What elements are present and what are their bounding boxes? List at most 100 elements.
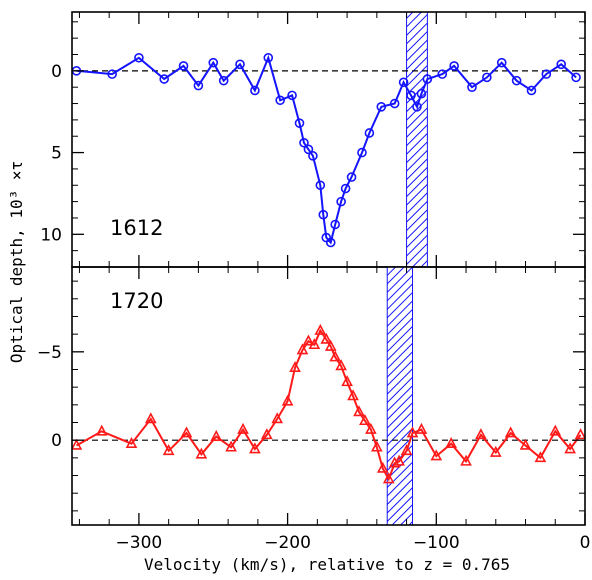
data-point	[134, 52, 144, 63]
data-point	[125, 437, 138, 449]
y-tick-label: 0	[51, 431, 62, 451]
data-point	[260, 428, 273, 440]
data-point	[340, 183, 351, 194]
data-point	[144, 412, 157, 424]
data-point	[296, 343, 309, 355]
data-point	[346, 172, 357, 182]
data-point	[162, 444, 175, 456]
data-point	[341, 375, 353, 387]
data-point	[294, 118, 305, 128]
data-point	[406, 426, 419, 438]
data-point	[208, 57, 219, 68]
data-point	[482, 72, 492, 83]
data-point	[314, 323, 327, 335]
data-point	[511, 75, 522, 86]
data-point	[271, 412, 284, 424]
panel-frame	[71, 266, 586, 526]
panel-label: 1720	[110, 289, 163, 313]
data-point	[249, 442, 261, 454]
data-point	[195, 447, 208, 459]
data-point	[519, 438, 532, 450]
data-point	[526, 85, 537, 96]
data-point	[299, 137, 309, 148]
x-tick-label: 0	[580, 533, 591, 553]
data-point	[325, 237, 336, 248]
data-point	[549, 424, 562, 436]
data-point	[357, 147, 367, 158]
data-point	[359, 414, 371, 426]
series-line	[76, 54, 577, 245]
x-axis-label: Velocity (km/s), relative to z = 0.765	[144, 555, 510, 574]
panels: 0 5 10 1612 −300 −200 −100 0 −5 0 1720	[37, 11, 591, 553]
data-point	[347, 389, 359, 401]
data-point	[210, 429, 223, 441]
y-tick-label: −5	[37, 343, 62, 363]
data-point	[460, 454, 472, 466]
data-point	[263, 52, 274, 63]
data-point	[281, 394, 294, 406]
data-point	[496, 57, 507, 68]
y-axis-label: Optical depth, 10³ ×τ	[7, 161, 26, 363]
data-point	[353, 405, 365, 417]
data-point	[556, 59, 567, 70]
data-point	[320, 332, 333, 344]
data-point	[445, 437, 458, 449]
panel-label: 1612	[110, 216, 163, 240]
data-point	[430, 449, 443, 461]
shaded-band	[386, 266, 414, 526]
data-point	[180, 426, 193, 438]
data-point	[178, 61, 189, 71]
data-point	[95, 424, 108, 436]
data-point	[388, 456, 401, 468]
data-point	[302, 334, 315, 346]
y-tick-label: 5	[51, 144, 62, 164]
data-point	[318, 209, 329, 220]
data-point	[400, 444, 413, 456]
data-point	[449, 61, 459, 71]
data-point	[534, 451, 547, 463]
data-point	[437, 69, 448, 79]
series-plot	[72, 323, 585, 484]
data-point	[370, 440, 383, 452]
x-tick-label: −200	[264, 533, 311, 553]
data-point	[315, 180, 326, 191]
series-plot	[72, 52, 581, 248]
data-point	[364, 128, 375, 138]
data-point	[237, 422, 249, 434]
data-point	[416, 88, 427, 99]
data-point	[218, 75, 229, 86]
data-point	[489, 445, 502, 457]
data-point	[193, 80, 204, 91]
data-point	[504, 426, 517, 438]
data-point	[235, 59, 245, 70]
data-point	[324, 339, 337, 351]
panel-1720: −300 −200 −100 0 −5 0 1720	[37, 266, 591, 553]
data-point	[475, 428, 487, 440]
y-tick-label: 0	[51, 62, 62, 82]
data-point	[376, 102, 387, 112]
data-point	[250, 85, 260, 96]
data-point	[393, 454, 405, 466]
data-point	[336, 196, 346, 207]
data-point	[564, 442, 576, 454]
data-point	[329, 350, 342, 362]
data-point	[406, 90, 416, 101]
data-point	[382, 472, 395, 484]
data-point	[159, 74, 169, 84]
data-point	[571, 72, 581, 83]
data-point	[330, 219, 340, 230]
data-point	[287, 90, 297, 101]
data-point	[303, 144, 314, 155]
data-point	[289, 361, 301, 373]
data-point	[365, 422, 377, 434]
x-tick-label: −100	[413, 533, 460, 553]
data-point	[467, 82, 477, 92]
shaded-band	[406, 11, 428, 268]
data-point	[376, 461, 389, 473]
data-point	[412, 102, 422, 112]
data-point	[422, 74, 433, 84]
data-point	[308, 338, 321, 350]
data-point	[398, 77, 409, 88]
data-point	[275, 95, 285, 106]
